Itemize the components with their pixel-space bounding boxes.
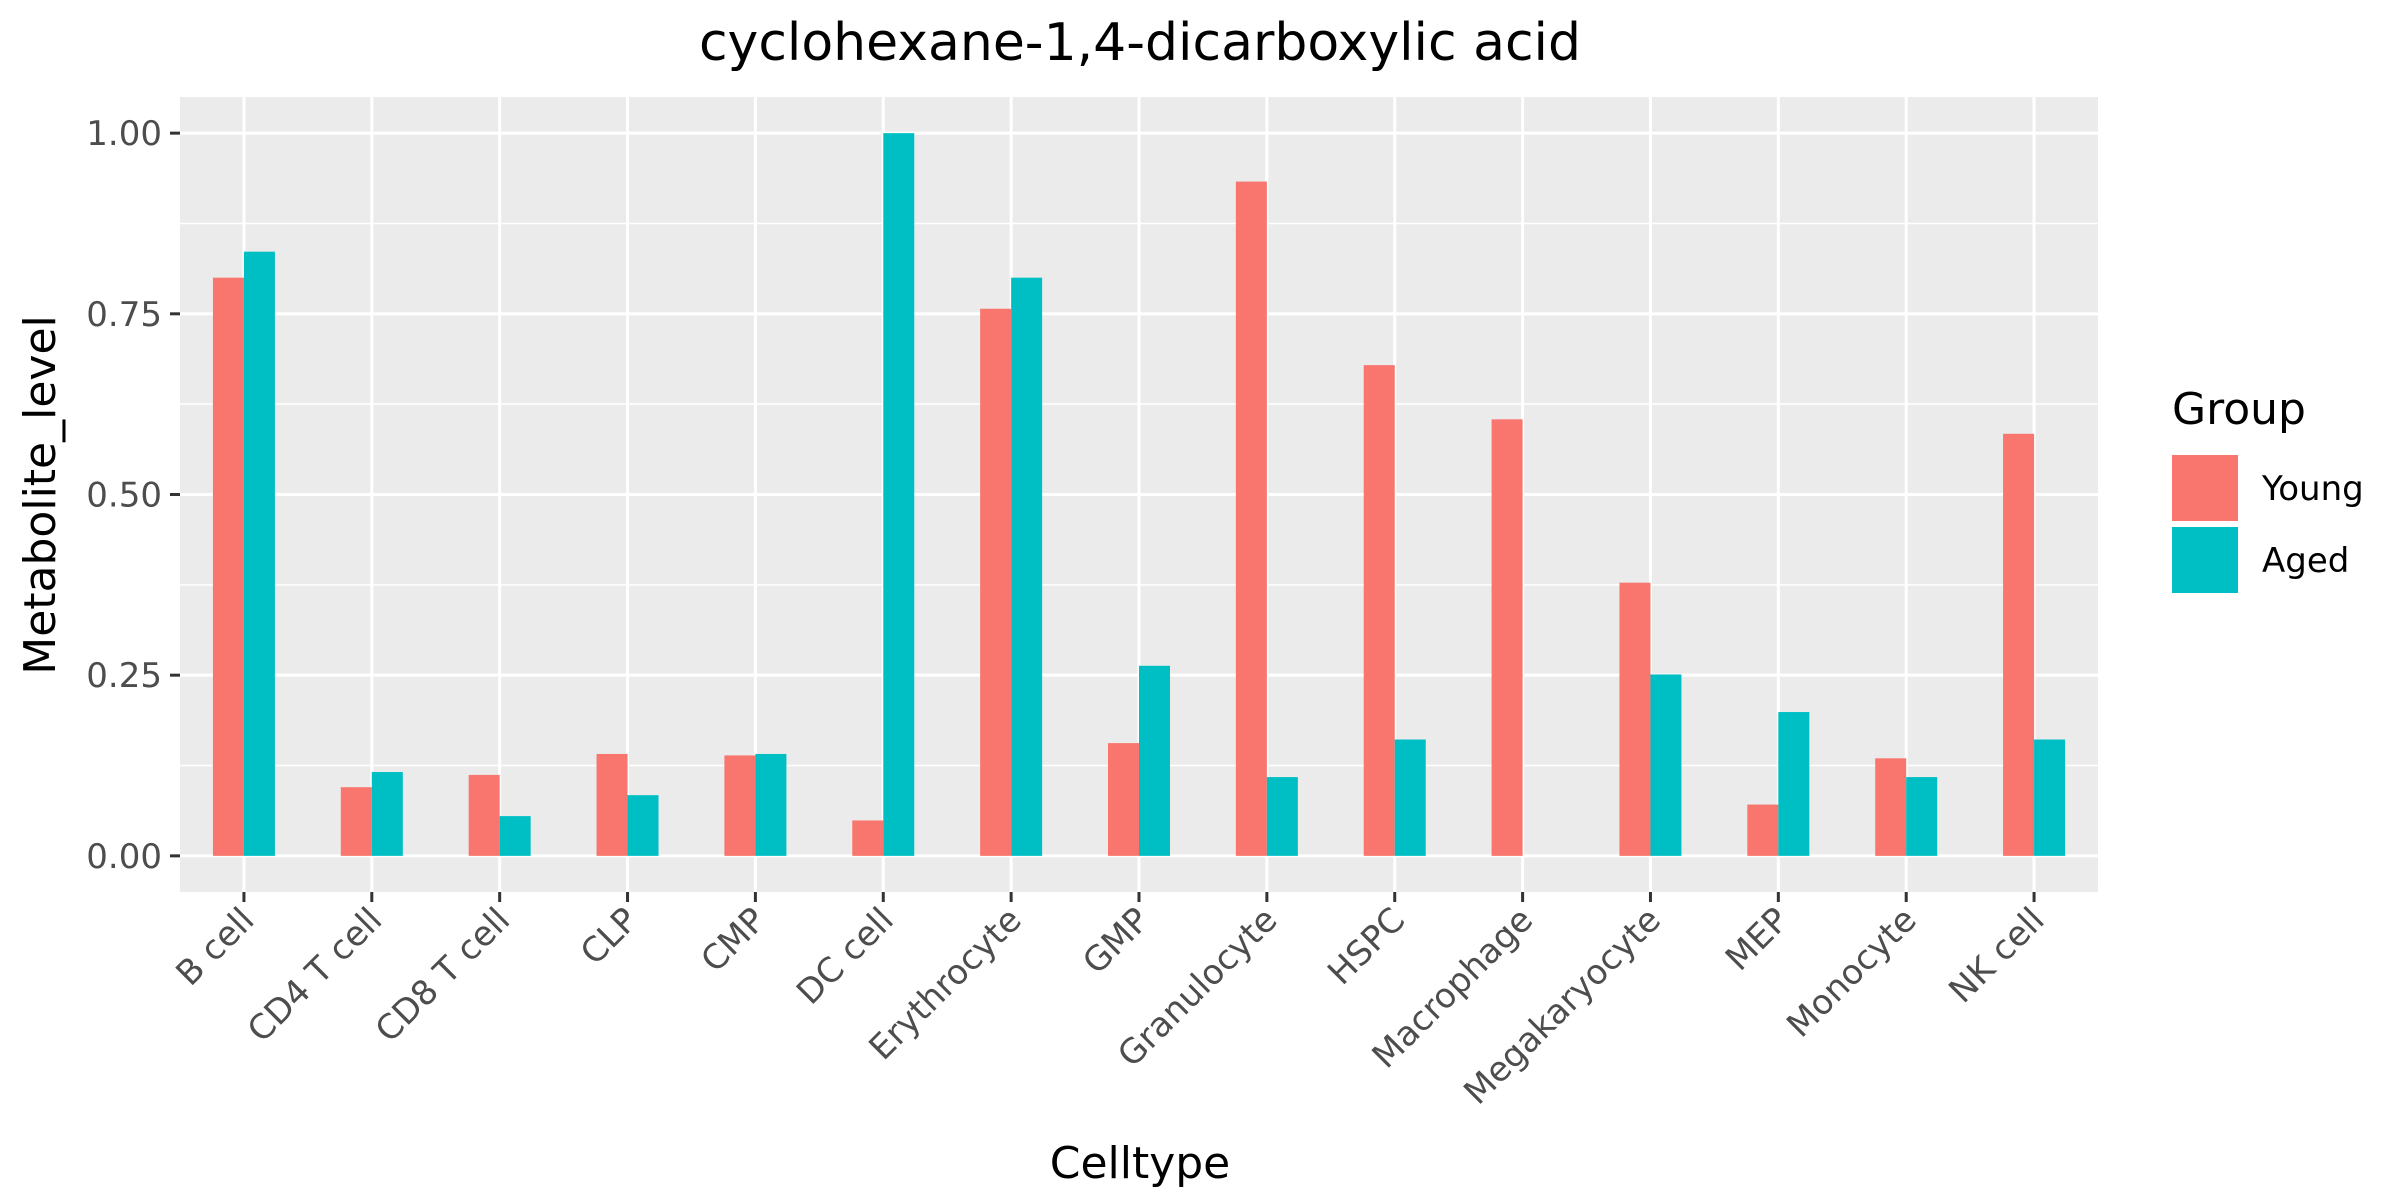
bar-aged: [755, 753, 787, 856]
bar-young: [2003, 433, 2035, 856]
x-tick-label: MEP: [1718, 900, 1797, 979]
x-tick-label: CMP: [693, 900, 773, 980]
bar-young: [724, 755, 756, 856]
y-tick-label: 0.75: [86, 295, 162, 335]
x-tick-label: B cell: [169, 900, 263, 994]
bar-aged: [627, 795, 659, 856]
bar-young: [1747, 804, 1779, 856]
x-tick-label: GMP: [1075, 900, 1157, 982]
bar-young: [852, 820, 884, 856]
chart-title: cyclohexane-1,4-dicarboxylic acid: [699, 13, 1581, 73]
y-tick-label: 1.00: [86, 114, 162, 154]
bar-aged: [1650, 674, 1682, 856]
bar-aged: [2034, 739, 2066, 856]
bar-young: [1235, 181, 1267, 856]
y-tick-label: 0.25: [86, 656, 162, 696]
legend-key-aged: [2172, 527, 2238, 593]
legend: Group Young Aged: [2172, 384, 2364, 593]
bar-aged: [1011, 277, 1043, 856]
bar-young: [468, 774, 500, 856]
y-tick-label: 0.00: [86, 837, 162, 877]
bar-young: [596, 753, 628, 856]
bar-aged: [243, 251, 275, 856]
x-tick-label: Monocyte: [1779, 900, 1924, 1045]
bar-aged: [1778, 712, 1810, 856]
bar-young: [1875, 758, 1907, 856]
bar-aged: [883, 133, 915, 856]
x-tick-label: CD8 T cell: [368, 900, 518, 1050]
x-axis-title: Celltype: [1050, 1138, 1231, 1189]
bar-aged: [499, 816, 531, 856]
bar-aged: [1139, 665, 1170, 856]
bar-young: [340, 787, 372, 856]
legend-label-young: Young: [2261, 469, 2364, 509]
bar-aged: [371, 772, 403, 856]
y-tick-label: 0.50: [86, 476, 162, 516]
bar-aged: [1906, 777, 1938, 856]
x-tick-label: NK cell: [1941, 900, 2052, 1011]
bars-group: [212, 133, 2066, 856]
x-tick-label: DC cell: [789, 900, 902, 1013]
bar-young: [1619, 582, 1651, 856]
x-tick-label: CD4 T cell: [240, 900, 390, 1050]
legend-label-aged: Aged: [2262, 541, 2349, 581]
bar-aged: [1266, 777, 1298, 856]
legend-key-young: [2172, 455, 2238, 521]
bar-young: [980, 308, 1012, 856]
bar-young: [212, 277, 244, 856]
y-axis-title: Metabolite_level: [15, 315, 66, 675]
legend-title: Group: [2172, 384, 2306, 435]
x-tick-label: HSPC: [1320, 900, 1413, 993]
bar-young: [1108, 743, 1139, 856]
bar-young: [1363, 365, 1395, 856]
bar-aged: [1394, 739, 1426, 856]
y-axis: 0.00 0.25 0.50 0.75 1.00: [86, 114, 180, 877]
bar-young: [1491, 419, 1523, 856]
x-tick-label: CLP: [573, 900, 646, 973]
